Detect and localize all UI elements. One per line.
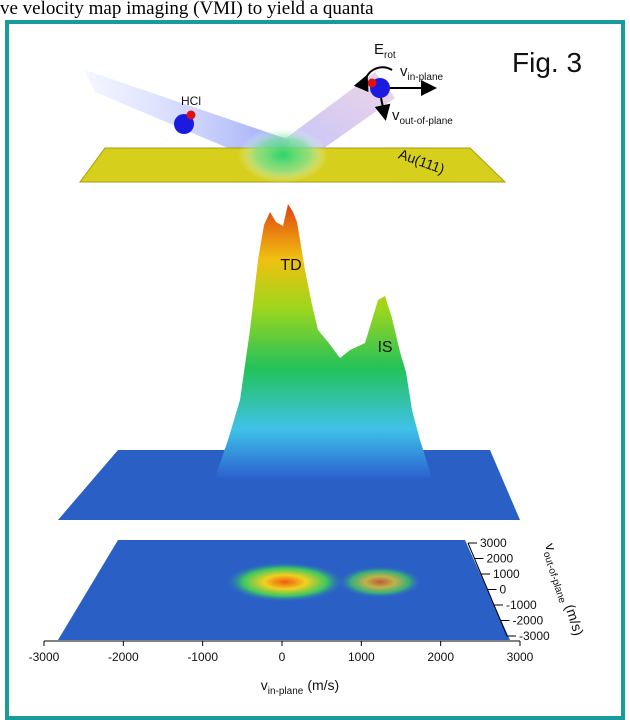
y-tick-label: -3000 xyxy=(519,629,550,643)
scatter-spot xyxy=(238,127,328,183)
y-tick-label: 2000 xyxy=(487,552,514,566)
x-tick-label: 0 xyxy=(279,650,286,664)
rotation-label: Erot xyxy=(374,41,396,61)
out-of-plane-arrow xyxy=(374,97,391,121)
hot-spot xyxy=(338,566,422,598)
y-tick-label: -2000 xyxy=(513,614,544,628)
x-tick-label: 3000 xyxy=(507,650,534,664)
x-tick-label: 2000 xyxy=(427,650,454,664)
peak-label: TD xyxy=(280,257,301,274)
x-tick-label: -3000 xyxy=(29,650,60,664)
figure-label: Fig. 3 xyxy=(512,47,582,78)
x-tick-label: -1000 xyxy=(187,650,218,664)
x-tick-label: -2000 xyxy=(108,650,139,664)
header-text: ve velocity map imaging (VMI) to yield a… xyxy=(0,0,374,19)
distribution-surface xyxy=(215,204,432,478)
atom xyxy=(186,110,196,120)
peak-label: IS xyxy=(377,339,392,356)
x-axis-label: vin-plane (m/s) xyxy=(261,677,339,697)
rotation-arrow xyxy=(353,66,393,93)
in-plane-label: vin-plane xyxy=(400,63,444,83)
hot-spot xyxy=(225,562,345,602)
atom xyxy=(367,78,377,88)
y-axis xyxy=(467,542,508,637)
molecule-label: HCl xyxy=(181,94,201,108)
y-tick-label: 1000 xyxy=(493,567,520,581)
x-tick-label: 1000 xyxy=(348,650,375,664)
y-tick-label: -1000 xyxy=(506,598,537,612)
y-tick-label: 3000 xyxy=(480,536,507,550)
y-tick-label: 0 xyxy=(500,583,507,597)
out-of-plane-label: vout-of-plane xyxy=(392,107,453,127)
